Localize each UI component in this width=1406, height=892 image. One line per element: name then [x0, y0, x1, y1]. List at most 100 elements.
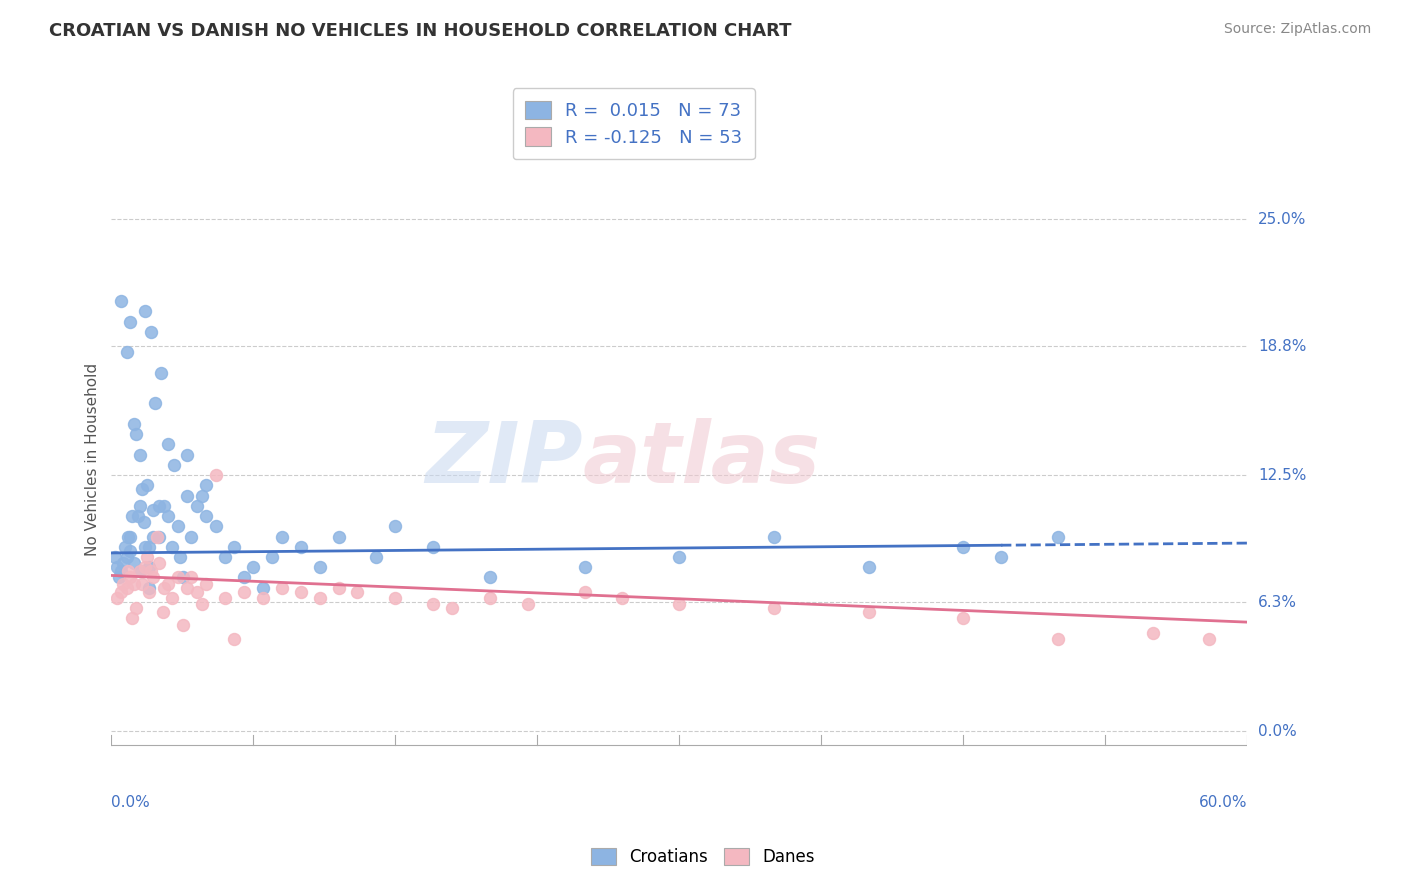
Text: ZIP: ZIP: [425, 418, 582, 501]
Point: [138, 540, 160, 554]
Point: [252, 591, 274, 605]
Point: [180, 529, 202, 543]
Point: [1198, 632, 1220, 646]
Point: [308, 560, 330, 574]
Point: [214, 591, 236, 605]
Point: [136, 478, 159, 492]
Point: [142, 570, 165, 584]
Point: [125, 601, 148, 615]
Point: [328, 529, 350, 543]
Point: [132, 515, 155, 529]
Point: [186, 499, 208, 513]
Point: [163, 458, 186, 472]
Point: [134, 540, 156, 554]
Point: [143, 396, 166, 410]
Point: [191, 489, 214, 503]
Point: [142, 503, 165, 517]
Point: [104, 549, 127, 564]
Point: [290, 584, 312, 599]
Point: [131, 576, 153, 591]
Point: [166, 519, 188, 533]
Point: [128, 499, 150, 513]
Point: [120, 544, 142, 558]
Point: [422, 540, 444, 554]
Point: [111, 576, 134, 591]
Text: 6.3%: 6.3%: [1258, 595, 1298, 609]
Point: [172, 617, 194, 632]
Point: [1142, 625, 1164, 640]
Text: CROATIAN VS DANISH NO VEHICLES IN HOUSEHOLD CORRELATION CHART: CROATIAN VS DANISH NO VEHICLES IN HOUSEH…: [49, 22, 792, 40]
Point: [134, 560, 156, 574]
Text: Source: ZipAtlas.com: Source: ZipAtlas.com: [1223, 22, 1371, 37]
Point: [346, 584, 368, 599]
Point: [142, 529, 165, 543]
Y-axis label: No Vehicles in Household: No Vehicles in Household: [86, 363, 100, 557]
Text: 60.0%: 60.0%: [1199, 795, 1247, 810]
Point: [176, 448, 198, 462]
Point: [479, 570, 502, 584]
Text: 12.5%: 12.5%: [1258, 467, 1306, 483]
Point: [117, 565, 139, 579]
Point: [1046, 632, 1069, 646]
Point: [153, 499, 176, 513]
Point: [262, 549, 284, 564]
Point: [195, 509, 218, 524]
Text: 0.0%: 0.0%: [1258, 723, 1296, 739]
Point: [479, 591, 502, 605]
Point: [128, 565, 150, 579]
Point: [125, 427, 148, 442]
Point: [191, 597, 214, 611]
Point: [214, 549, 236, 564]
Point: [1046, 529, 1069, 543]
Point: [115, 549, 138, 564]
Point: [990, 549, 1012, 564]
Point: [153, 581, 176, 595]
Point: [127, 509, 149, 524]
Point: [160, 591, 183, 605]
Point: [668, 549, 690, 564]
Point: [612, 591, 634, 605]
Point: [384, 519, 406, 533]
Text: 18.8%: 18.8%: [1258, 339, 1306, 353]
Point: [115, 581, 138, 595]
Point: [148, 556, 170, 570]
Point: [290, 540, 312, 554]
Point: [157, 437, 180, 451]
Text: 0.0%: 0.0%: [111, 795, 150, 810]
Legend: R =  0.015   N = 73, R = -0.125   N = 53: R = 0.015 N = 73, R = -0.125 N = 53: [513, 88, 755, 160]
Point: [858, 605, 880, 619]
Point: [516, 597, 538, 611]
Point: [186, 584, 208, 599]
Point: [114, 540, 136, 554]
Point: [148, 499, 170, 513]
Point: [152, 605, 174, 619]
Point: [138, 581, 160, 595]
Point: [952, 611, 974, 625]
Point: [122, 556, 145, 570]
Point: [138, 584, 160, 599]
Point: [224, 632, 246, 646]
Point: [157, 509, 180, 524]
Point: [120, 570, 142, 584]
Point: [110, 293, 132, 308]
Point: [128, 448, 150, 462]
Point: [141, 325, 163, 339]
Point: [422, 597, 444, 611]
Point: [176, 581, 198, 595]
Point: [105, 591, 128, 605]
Point: [121, 509, 143, 524]
Point: [328, 581, 350, 595]
Point: [574, 560, 596, 574]
Point: [111, 556, 134, 570]
Legend: Croatians, Danes: Croatians, Danes: [583, 841, 823, 873]
Point: [117, 529, 139, 543]
Point: [122, 417, 145, 431]
Point: [224, 540, 246, 554]
Point: [128, 565, 150, 579]
Point: [384, 591, 406, 605]
Point: [952, 540, 974, 554]
Point: [122, 576, 145, 591]
Point: [105, 560, 128, 574]
Point: [441, 601, 464, 615]
Point: [110, 584, 132, 599]
